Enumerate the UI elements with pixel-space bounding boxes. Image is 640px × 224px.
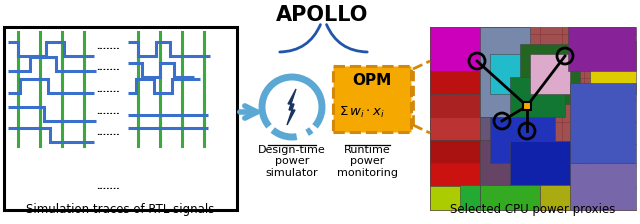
Bar — [333, 66, 411, 132]
Bar — [540, 185, 570, 210]
Text: .......: ....... — [96, 106, 120, 116]
Bar — [530, 54, 570, 94]
Bar — [570, 163, 636, 210]
Bar — [490, 117, 555, 163]
Bar — [430, 94, 480, 117]
Text: OPM: OPM — [353, 73, 392, 88]
Bar — [430, 27, 518, 71]
Text: APOLLO: APOLLO — [276, 5, 368, 25]
Bar — [460, 185, 480, 210]
Text: .......: ....... — [96, 84, 120, 93]
Bar — [490, 54, 530, 94]
Bar — [520, 44, 580, 104]
Bar — [510, 141, 590, 186]
Bar — [590, 41, 636, 94]
Bar — [568, 27, 636, 71]
Text: .......: ....... — [96, 41, 120, 50]
Bar — [430, 27, 636, 210]
Text: Design-time: Design-time — [258, 145, 326, 155]
Bar — [430, 71, 480, 94]
Bar — [480, 140, 530, 210]
Bar — [430, 186, 480, 210]
Bar — [4, 27, 237, 210]
Bar — [510, 77, 565, 117]
Text: Simulation traces of RTL signals: Simulation traces of RTL signals — [26, 203, 214, 216]
Bar — [430, 117, 480, 140]
Text: power
monitoring: power monitoring — [337, 156, 397, 178]
Bar — [430, 140, 480, 163]
Polygon shape — [287, 89, 296, 125]
Bar — [480, 185, 540, 210]
Text: .......: ....... — [96, 181, 120, 190]
Bar — [480, 117, 530, 140]
Text: $\Sigma\, w_i \cdot x_i$: $\Sigma\, w_i \cdot x_i$ — [339, 104, 385, 120]
Bar — [430, 163, 480, 186]
Text: .......: ....... — [96, 62, 120, 71]
Text: Selected CPU power proxies: Selected CPU power proxies — [451, 203, 616, 216]
Text: .......: ....... — [96, 127, 120, 136]
Text: Runtime: Runtime — [344, 145, 390, 155]
Text: power
simulator: power simulator — [266, 156, 318, 178]
Bar — [480, 27, 530, 117]
Bar — [570, 83, 636, 163]
Bar — [523, 102, 531, 110]
